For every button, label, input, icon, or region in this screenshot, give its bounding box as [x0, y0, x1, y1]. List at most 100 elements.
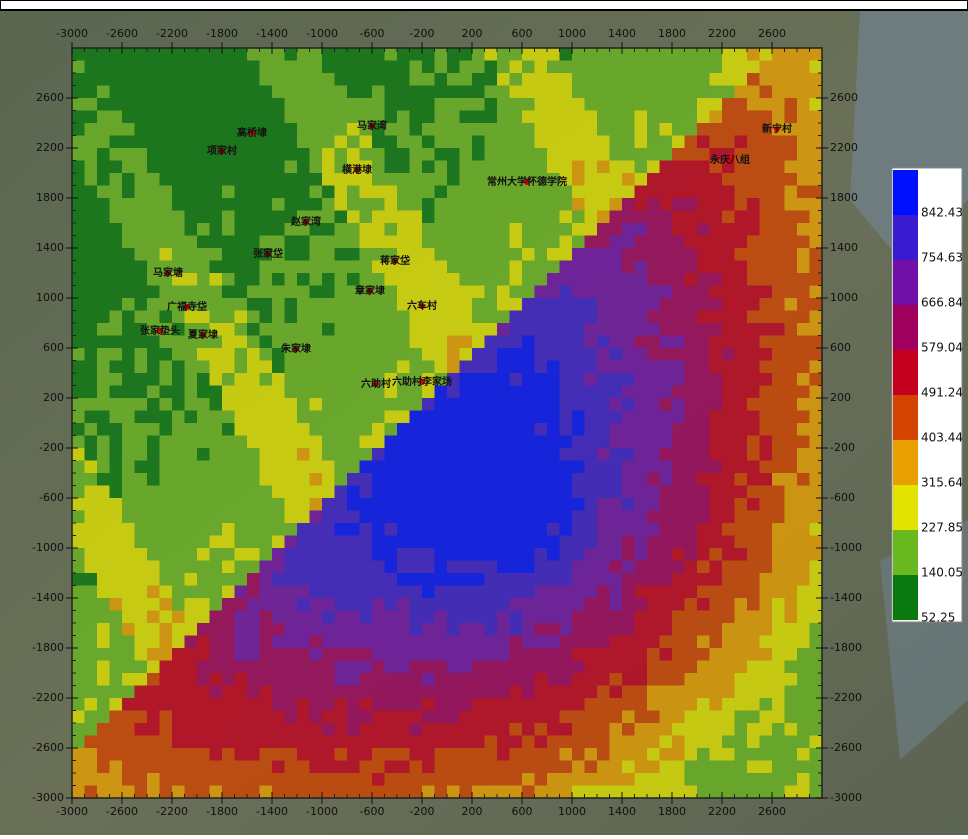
heat-cell	[359, 48, 373, 61]
heat-cell	[534, 498, 548, 511]
heat-cell	[234, 85, 248, 99]
heat-cell	[359, 410, 373, 424]
heat-cell	[222, 73, 235, 86]
heat-cell	[259, 635, 273, 649]
heat-cell	[534, 273, 548, 286]
heat-cell	[797, 723, 810, 736]
heat-cell	[734, 85, 748, 99]
heat-cell	[322, 48, 335, 61]
heat-cell	[447, 135, 460, 149]
heat-cell	[297, 448, 310, 461]
heat-cell	[197, 135, 210, 149]
heat-cell	[684, 660, 698, 674]
heat-cell	[97, 60, 110, 74]
heat-cell	[634, 398, 648, 411]
heat-cell	[234, 285, 248, 299]
heat-cell	[809, 673, 823, 686]
heat-cell	[772, 498, 785, 511]
heat-cell	[684, 198, 698, 211]
heat-cell	[134, 623, 148, 636]
heat-cell	[372, 398, 385, 411]
heat-cell	[534, 710, 548, 724]
heat-cell	[759, 598, 773, 611]
heat-cell	[247, 148, 260, 161]
heat-cell	[147, 560, 160, 574]
heat-cell	[309, 298, 323, 311]
heat-cell	[759, 48, 773, 61]
heat-cell	[509, 223, 523, 236]
heat-cell	[647, 435, 660, 449]
heat-cell	[797, 560, 810, 574]
heat-cell	[97, 435, 110, 449]
heat-cell	[72, 773, 85, 786]
heat-cell	[84, 148, 98, 161]
heat-cell	[209, 660, 223, 674]
heat-cell	[209, 198, 223, 211]
heat-cell	[709, 723, 723, 736]
heat-cell	[709, 48, 723, 61]
heat-cell	[384, 398, 398, 411]
heat-cell	[284, 510, 298, 524]
heat-cell	[147, 373, 160, 386]
y-tick-label: -200	[39, 441, 64, 454]
heat-cell	[209, 535, 223, 549]
heat-cell	[397, 448, 410, 461]
heat-cell	[309, 110, 323, 124]
heat-cell	[609, 473, 623, 486]
heat-cell	[809, 160, 823, 174]
heat-cell	[772, 148, 785, 161]
heat-cell	[72, 748, 85, 761]
heat-cell	[809, 60, 823, 74]
heat-cell	[172, 460, 185, 474]
heat-cell	[134, 435, 148, 449]
heat-cell	[597, 523, 610, 536]
heat-cell	[284, 423, 298, 436]
heat-cell	[159, 448, 173, 461]
heat-cell	[797, 760, 810, 774]
heat-cell	[184, 60, 198, 74]
place-label: 六车村	[407, 299, 437, 312]
heat-cell	[634, 660, 648, 674]
heat-cell	[509, 510, 523, 524]
heat-cell	[772, 548, 785, 561]
heat-cell	[297, 235, 310, 249]
heat-cell	[597, 348, 610, 361]
heat-cell	[184, 760, 198, 774]
heat-cell	[522, 148, 535, 161]
heat-cell	[147, 648, 160, 661]
heat-cell	[734, 710, 748, 724]
heat-cell	[284, 535, 298, 549]
heat-cell	[459, 110, 473, 124]
heat-cell	[547, 48, 560, 61]
heat-cell	[634, 210, 648, 224]
heat-cell	[334, 98, 348, 111]
heat-cell	[272, 260, 285, 274]
heat-cell	[397, 148, 410, 161]
heat-cell	[609, 585, 623, 599]
y-tick-label: 1800	[36, 191, 64, 204]
heat-cell	[484, 123, 498, 136]
heat-cell	[147, 223, 160, 236]
heat-cell	[422, 285, 435, 299]
heat-cell	[359, 473, 373, 486]
heat-cell	[347, 385, 360, 399]
heat-cell	[597, 260, 610, 274]
heat-cell	[147, 410, 160, 424]
heat-cell	[659, 260, 673, 274]
heat-cell	[272, 135, 285, 149]
heat-cell	[122, 398, 135, 411]
x-tick-label: -1000	[306, 27, 338, 40]
heat-cell	[472, 573, 485, 586]
heat-cell	[259, 285, 273, 299]
heat-cell	[397, 535, 410, 549]
heat-cell	[547, 123, 560, 136]
heat-cell	[809, 248, 823, 261]
heat-cell	[572, 135, 585, 149]
heat-cell	[784, 660, 798, 674]
heat-cell	[84, 223, 98, 236]
heat-cell	[734, 360, 748, 374]
heat-cell	[122, 310, 135, 324]
heat-cell	[372, 510, 385, 524]
heat-cell	[409, 210, 423, 224]
heat-cell	[459, 773, 473, 786]
